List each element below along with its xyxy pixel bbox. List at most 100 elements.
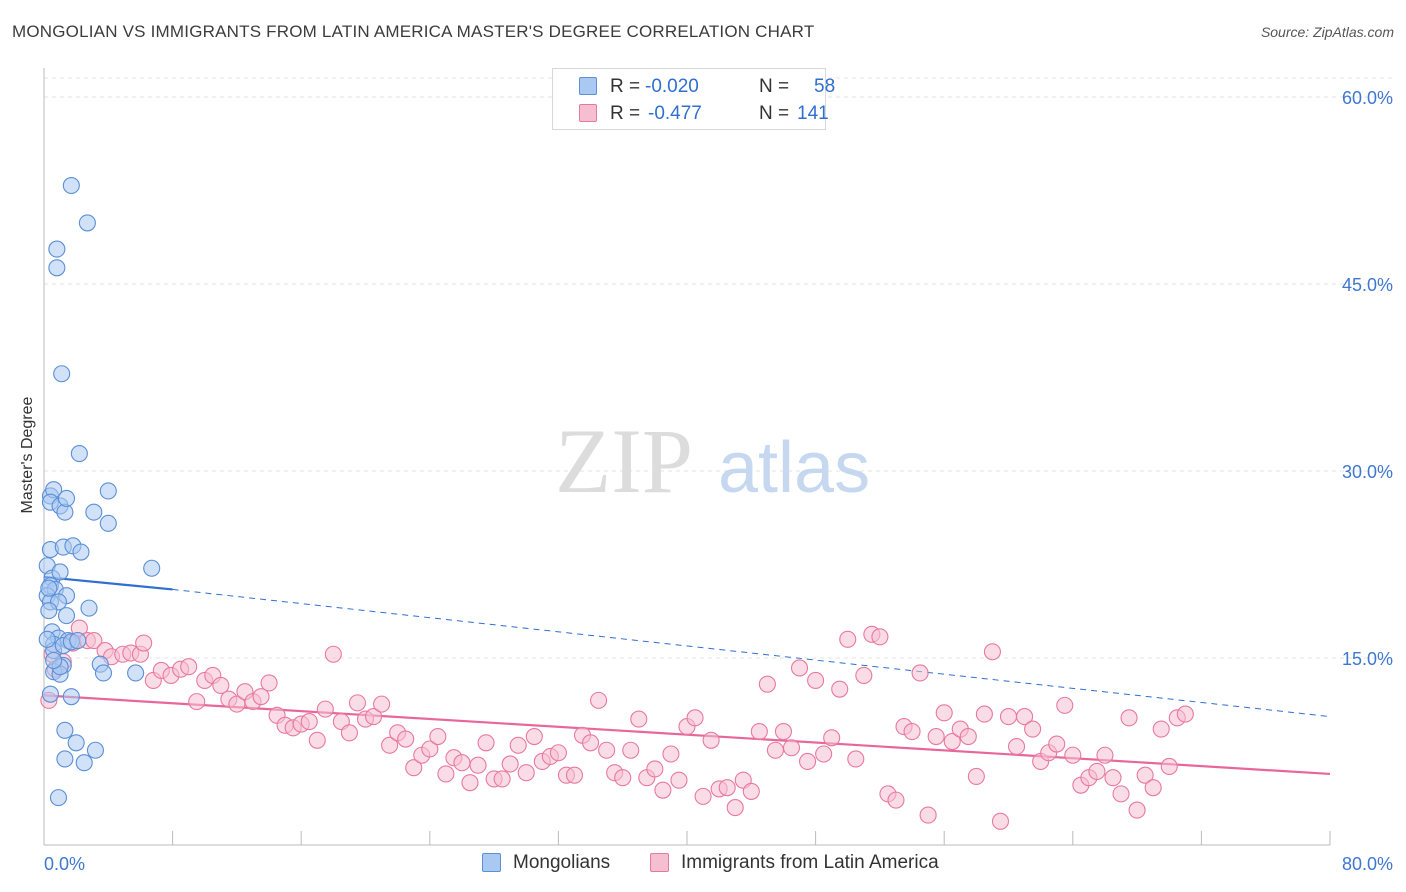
data-point-latin-america bbox=[340, 724, 358, 742]
data-point-latin-america bbox=[847, 750, 865, 768]
axes bbox=[43, 68, 1331, 846]
trend-lines bbox=[43, 575, 1331, 776]
data-point-latin-america bbox=[943, 732, 961, 751]
legend-r-value-latin-america: -0.477 bbox=[648, 103, 702, 124]
legend-n-label: N = bbox=[759, 76, 790, 97]
data-point-latin-america bbox=[1056, 696, 1074, 714]
data-point-mongolians bbox=[45, 651, 63, 670]
data-point-latin-america bbox=[871, 628, 889, 646]
data-point-latin-america bbox=[831, 680, 849, 698]
data-point-latin-america bbox=[975, 705, 993, 723]
data-point-latin-america bbox=[758, 675, 776, 693]
legend-r-label: R = bbox=[610, 103, 641, 124]
data-point-mongolians bbox=[127, 664, 145, 682]
data-point-mongolians bbox=[99, 482, 117, 500]
data-point-latin-america bbox=[815, 745, 833, 763]
data-point-latin-america bbox=[180, 658, 198, 676]
data-point-latin-america bbox=[461, 774, 479, 792]
data-point-mongolians bbox=[41, 685, 59, 703]
data-point-latin-america bbox=[1007, 737, 1026, 756]
data-point-latin-america bbox=[308, 731, 326, 749]
data-point-mongolians bbox=[75, 754, 93, 772]
data-point-latin-america bbox=[903, 723, 921, 741]
data-point-mongolians bbox=[78, 214, 96, 232]
data-point-mongolians bbox=[94, 664, 113, 682]
correlation-legend: R = -0.020 N = 58 R = -0.477 N = 141 bbox=[552, 68, 835, 130]
watermark: ZIP atlas bbox=[555, 410, 870, 512]
data-point-latin-america bbox=[702, 731, 720, 749]
data-point-latin-america bbox=[774, 723, 793, 741]
data-point-latin-america bbox=[1064, 746, 1082, 764]
data-point-latin-america bbox=[887, 791, 905, 809]
data-point-latin-america bbox=[654, 781, 672, 799]
data-point-latin-america bbox=[212, 676, 230, 694]
data-point-latin-america bbox=[646, 760, 664, 778]
data-point-latin-america bbox=[549, 744, 567, 762]
data-point-mongolians bbox=[40, 579, 58, 597]
data-point-latin-america bbox=[348, 694, 367, 712]
series-swatch-blue bbox=[482, 853, 501, 872]
data-point-latin-america bbox=[1112, 785, 1130, 803]
data-point-latin-america bbox=[1048, 735, 1066, 753]
data-point-latin-america bbox=[911, 664, 929, 682]
y-tick-label: 60.0% bbox=[1342, 88, 1393, 108]
data-point-latin-america bbox=[405, 759, 423, 777]
data-point-latin-america bbox=[807, 671, 825, 689]
data-point-latin-america bbox=[590, 691, 608, 709]
data-point-mongolians bbox=[57, 489, 76, 507]
chart-title: MONGOLIAN VS IMMIGRANTS FROM LATIN AMERI… bbox=[12, 22, 815, 41]
data-point-latin-america bbox=[421, 740, 439, 758]
data-point-latin-america bbox=[935, 704, 953, 722]
data-point-latin-america bbox=[742, 782, 760, 800]
data-point-latin-america bbox=[1096, 746, 1114, 764]
legend-n-value-latin-america: 141 bbox=[797, 103, 829, 124]
data-point-latin-america bbox=[525, 727, 543, 746]
data-point-mongolians bbox=[67, 734, 85, 752]
series-legend-label: Mongolians bbox=[513, 852, 611, 873]
data-point-latin-america bbox=[919, 806, 937, 824]
data-point-mongolians bbox=[85, 503, 103, 521]
legend-n-value-mongolians: 58 bbox=[814, 76, 836, 97]
data-point-mongolians bbox=[56, 750, 74, 768]
data-point-latin-america bbox=[300, 713, 318, 731]
data-point-latin-america bbox=[1144, 779, 1162, 797]
data-point-latin-america bbox=[324, 645, 342, 663]
data-point-latin-america bbox=[1088, 762, 1106, 780]
source-label: Source: ZipAtlas.com bbox=[1260, 24, 1394, 40]
data-point-latin-america bbox=[726, 799, 744, 817]
data-point-latin-america bbox=[501, 755, 519, 773]
data-point-latin-america bbox=[373, 695, 391, 713]
data-point-latin-america bbox=[397, 730, 415, 748]
data-point-mongolians bbox=[53, 365, 71, 383]
data-point-mongolians bbox=[86, 741, 104, 759]
data-point-mongolians bbox=[70, 444, 88, 463]
data-point-latin-america bbox=[614, 769, 632, 787]
tick-labels: 15.0% 30.0% 45.0% 60.0% 0.0% 80.0% bbox=[44, 88, 1393, 874]
watermark-zip: ZIP bbox=[555, 410, 693, 512]
data-point-mongolians bbox=[40, 602, 58, 620]
data-point-latin-america bbox=[1104, 769, 1122, 787]
legend-r-label: R = bbox=[610, 76, 641, 97]
data-point-latin-america bbox=[453, 754, 471, 772]
y-tick-label: 30.0% bbox=[1342, 462, 1393, 482]
data-point-latin-america bbox=[823, 729, 841, 747]
data-point-latin-america bbox=[565, 766, 584, 784]
data-point-latin-america bbox=[364, 708, 383, 726]
data-point-latin-america bbox=[1120, 709, 1138, 727]
data-point-latin-america bbox=[517, 764, 535, 782]
data-point-latin-america bbox=[983, 643, 1001, 661]
data-point-latin-america bbox=[839, 630, 857, 648]
data-point-latin-america bbox=[670, 771, 688, 789]
series-swatch-pink bbox=[650, 853, 669, 872]
data-point-latin-america bbox=[959, 727, 977, 746]
data-point-latin-america bbox=[493, 770, 511, 788]
data-point-latin-america bbox=[1176, 705, 1194, 723]
data-point-latin-america bbox=[855, 666, 873, 685]
data-point-latin-america bbox=[1160, 757, 1178, 776]
data-point-latin-america bbox=[477, 734, 495, 752]
data-point-mongolians bbox=[69, 631, 87, 650]
data-point-latin-america bbox=[429, 727, 447, 746]
data-point-latin-america bbox=[991, 812, 1010, 830]
data-point-latin-america bbox=[622, 741, 640, 759]
x-tick-label: 80.0% bbox=[1342, 854, 1393, 874]
